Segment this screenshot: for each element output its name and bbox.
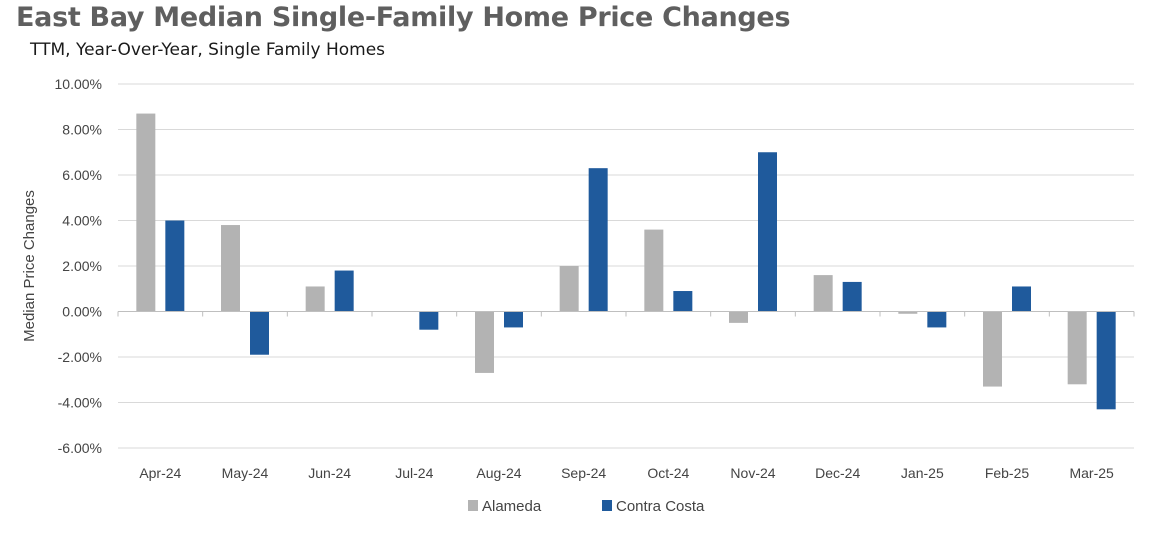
y-tick-label: -4.00% [58, 395, 102, 411]
x-tick-label: Sep-24 [561, 465, 606, 481]
bar [475, 311, 494, 373]
bar [305, 286, 325, 312]
x-tick-label: Jan-25 [901, 465, 944, 481]
y-tick-label: 0.00% [62, 304, 102, 320]
bar [983, 311, 1002, 387]
bar [927, 311, 947, 328]
bar [898, 311, 918, 314]
y-tick-label: 2.00% [62, 258, 102, 274]
x-tick-label: Dec-24 [815, 465, 860, 481]
bar [758, 152, 777, 312]
bar [813, 275, 833, 312]
legend-label: Contra Costa [616, 498, 705, 515]
bar [334, 270, 354, 312]
y-tick-label: 10.00% [55, 76, 102, 92]
chart-title: East Bay Median Single-Family Home Price… [16, 2, 791, 33]
legend-swatch [468, 500, 478, 511]
bars [136, 113, 1116, 410]
axes: -6.00% -4.00% -2.00% 0.00% 2.00% 4.00% 6.00% 8.… [55, 76, 1135, 481]
x-tick-label: Mar-25 [1069, 465, 1114, 481]
bar [673, 291, 693, 312]
bar [559, 266, 579, 312]
bar [1012, 286, 1031, 312]
x-tick-label: Jul-24 [395, 465, 433, 481]
gridlines [118, 83, 1134, 449]
legend-swatch [602, 500, 612, 511]
x-tick-label: Feb-25 [985, 465, 1030, 481]
bar [1067, 311, 1087, 385]
bar [729, 311, 748, 323]
y-tick-label: 6.00% [62, 167, 102, 183]
x-tick-label: May-24 [222, 465, 269, 481]
bar [136, 113, 156, 312]
bar [250, 311, 269, 355]
y-tick-label: -6.00% [58, 440, 102, 456]
bar [165, 220, 185, 312]
x-tick-label: Jun-24 [308, 465, 351, 481]
y-axis-title: Median Price Changes [21, 190, 38, 342]
chart-subtitle: TTM, Year-Over-Year, Single Family Homes [30, 40, 386, 60]
legend: Alameda Contra Costa [468, 498, 705, 515]
bar [221, 225, 240, 312]
y-tick-label: -2.00% [58, 349, 102, 365]
x-tick-label: Nov-24 [730, 465, 775, 481]
y-tick-label: 8.00% [62, 122, 102, 138]
x-tick-label: Oct-24 [647, 465, 689, 481]
bar [588, 168, 608, 312]
legend-label: Alameda [482, 498, 542, 515]
bar [1096, 311, 1116, 410]
bar [419, 311, 439, 330]
x-tick-label: Aug-24 [476, 465, 521, 481]
y-tick-label: 4.00% [62, 213, 102, 229]
bar [504, 311, 523, 328]
x-tick-label: Apr-24 [139, 465, 181, 481]
bar [644, 229, 664, 312]
bar [842, 281, 862, 312]
